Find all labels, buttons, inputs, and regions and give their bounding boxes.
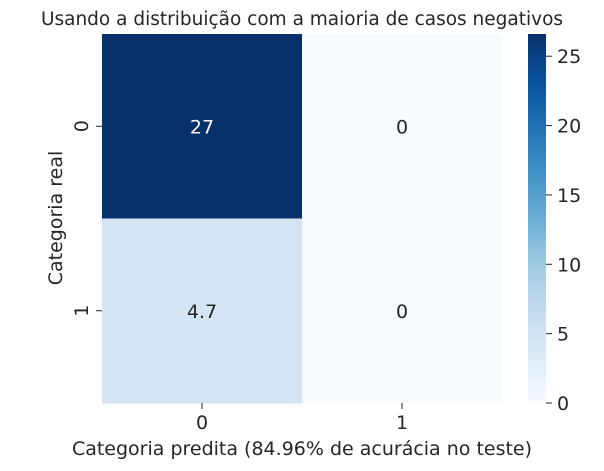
heatmap-cells: 27 0 4.7 0: [102, 34, 503, 404]
heatmap-cell-1-1: [302, 218, 503, 404]
cell-value-label-1-0: 4.7: [187, 301, 217, 323]
x-tick-label: 1: [396, 412, 408, 434]
y-tick-label: 1: [71, 305, 93, 317]
y-axis-label: Categoria real: [45, 151, 67, 286]
x-axis-label: Categoria predita (84.96% de acurácia no…: [72, 438, 532, 460]
colorbar-tick-label: 20: [557, 116, 581, 138]
colorbar-tick-label: 5: [557, 324, 569, 346]
chart-title: Usando a distribuição com a maioria de c…: [41, 9, 563, 30]
colorbar-ticks: 0 5 10 15 20 25: [546, 46, 581, 415]
colorbar-tick-label: 0: [557, 393, 569, 415]
cell-value-label-1-1: 0: [396, 301, 408, 323]
colorbar-tick-label: 15: [557, 185, 581, 207]
heatmap-cell-0-0: [102, 34, 303, 219]
heatmap-cell-0-1: [302, 34, 503, 219]
colorbar-tick-label: 10: [557, 254, 581, 276]
cell-value-label-0-1: 0: [396, 116, 408, 138]
y-tick-label: 0: [71, 120, 93, 132]
y-tick-labels: 01: [71, 120, 102, 317]
cell-value-label-0-0: 27: [190, 116, 214, 138]
colorbar: [528, 34, 546, 403]
heatmap-cell-1-0: [102, 218, 303, 404]
colorbar-tick-label: 25: [557, 46, 581, 68]
x-tick-label: 0: [196, 412, 208, 434]
